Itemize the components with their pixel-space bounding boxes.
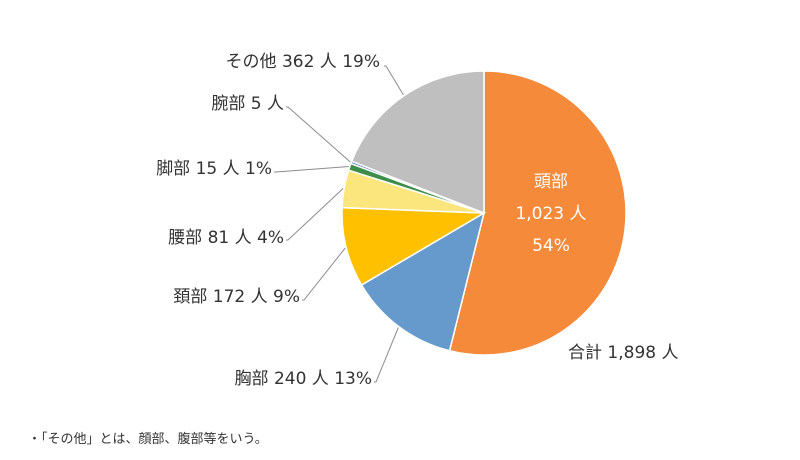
leader-line-2 (302, 247, 346, 301)
pie-slice-0 (448, 70, 627, 356)
slice-label-head-count: 1,023 人 (515, 204, 586, 224)
pie-slice-1 (360, 211, 486, 352)
slice-label-arm: 腕部 5 人 (211, 94, 284, 114)
slice-label-neck: 頚部 172 人 9% (173, 287, 300, 307)
pie-slices (341, 70, 627, 356)
slice-label-chest: 胸部 240 人 13% (235, 369, 372, 389)
leader-lines (274, 65, 404, 383)
slice-label-waist: 腰部 81 人 4% (168, 228, 284, 248)
pie-slice-2 (341, 206, 487, 286)
slice-label-other: その他 362 人 19% (226, 52, 380, 72)
leader-line-6 (384, 65, 404, 96)
leader-line-1 (374, 327, 399, 383)
footnote: ・「その他」とは、顔部、腹部等をいう。 (28, 432, 268, 447)
slice-label-head-name: 頭部 (534, 172, 568, 192)
leader-line-5 (286, 106, 351, 163)
total-label: 合計 1,898 人 (568, 343, 678, 363)
slice-label-head-percent: 54% (532, 236, 570, 256)
pie-slice-6 (350, 70, 485, 215)
leader-line-3 (286, 188, 344, 241)
leader-line-4 (274, 166, 349, 173)
slice-label-leg: 脚部 15 人 1% (156, 159, 272, 179)
